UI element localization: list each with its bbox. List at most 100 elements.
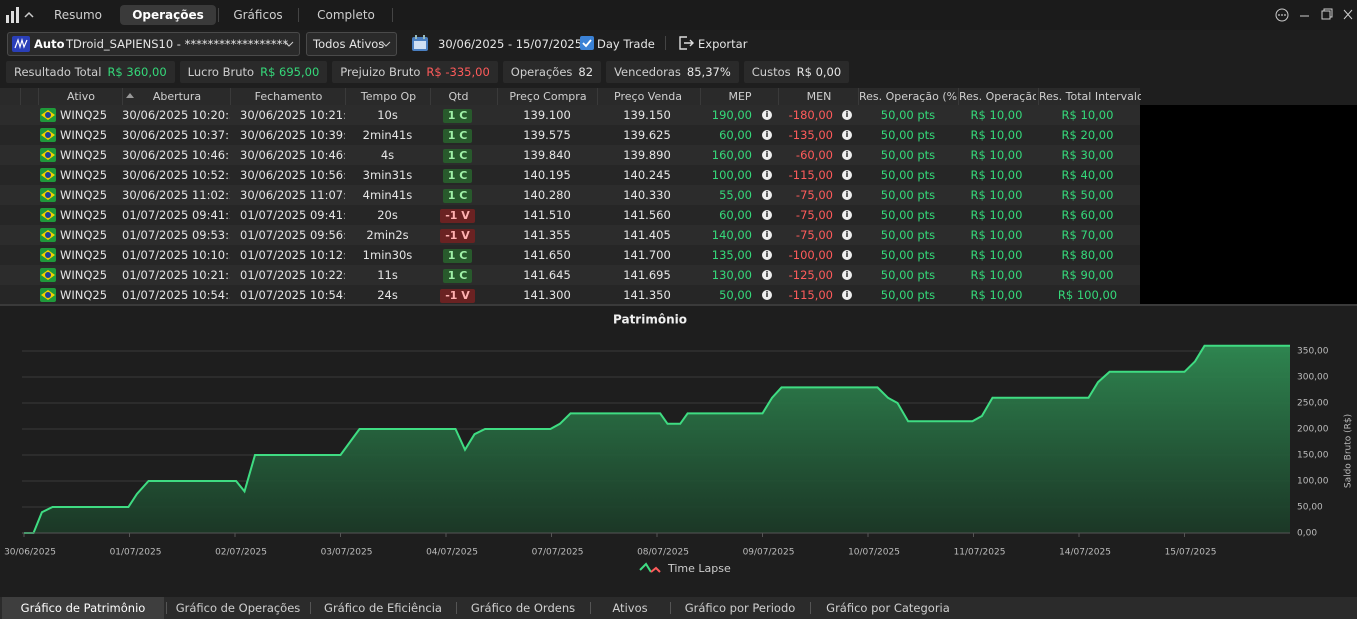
- bottom-tab[interactable]: Gráfico de Ordens: [470, 601, 576, 615]
- area-fill: [24, 345, 1290, 533]
- table-cell: R$ 10,00: [970, 228, 1023, 242]
- flag-icon: [40, 248, 56, 262]
- table-cell: 141.695: [623, 268, 671, 282]
- table-cell: 141.355: [523, 228, 571, 242]
- column-header: Res. Total Intervalo I: [1038, 88, 1141, 105]
- table-cell: 01/07/2025 10:12:05: [240, 248, 345, 262]
- export-label[interactable]: Exportar: [698, 37, 748, 51]
- x-tick-label: 30/06/2025: [4, 548, 56, 558]
- bottom-tab[interactable]: Gráfico de Eficiência: [324, 601, 442, 615]
- date-range[interactable]: 30/06/2025 - 15/07/2025: [438, 37, 583, 51]
- qty-badge: -1 V: [440, 289, 475, 303]
- header-cell: [0, 88, 21, 105]
- bottom-tab-active[interactable]: Gráfico de Patrimônio: [2, 597, 164, 619]
- table-cell: 130,00: [711, 268, 752, 282]
- table-cell: 01/07/2025 09:41:49: [240, 208, 345, 222]
- day-trade-label[interactable]: Day Trade: [597, 37, 655, 51]
- table-cell: 50,00 pts: [880, 188, 936, 202]
- table-cell: 160,00: [711, 148, 752, 162]
- separator: [310, 602, 311, 614]
- table-row: WINQ25 01/07/2025 10:10:34 01/07/2025 10:1…: [0, 245, 1140, 265]
- y-tick-label: 150,00: [1297, 451, 1329, 461]
- robot-selector[interactable]: Auto TDroid_SAPIENS10 - ****************…: [7, 32, 300, 56]
- window-controls[interactable]: [1272, 6, 1356, 24]
- flag-icon: [40, 228, 56, 242]
- info-icon: i: [762, 110, 772, 120]
- qty-badge: 1 C: [442, 149, 473, 163]
- bottom-tab[interactable]: Gráfico por Categoria: [826, 601, 950, 615]
- info-icon: i: [842, 130, 852, 140]
- table-cell: 01/07/2025 09:53:59: [122, 228, 230, 242]
- account-label: Auto: [34, 37, 65, 51]
- column-header: Ativo: [38, 88, 123, 105]
- table-cell: 139.890: [623, 148, 671, 162]
- info-icon: i: [762, 250, 772, 260]
- export-icon[interactable]: [678, 35, 694, 51]
- info-icon: i: [762, 130, 772, 140]
- separator: [166, 602, 167, 614]
- table-cell: 50,00 pts: [880, 168, 936, 182]
- info-icon: i: [842, 110, 852, 120]
- info-icon: i: [842, 250, 852, 260]
- table-cell: 50,00 pts: [880, 288, 936, 302]
- table-row: WINQ25 30/06/2025 10:37:13 30/06/2025 10:3…: [0, 125, 1140, 145]
- tab[interactable]: Completo: [317, 8, 375, 22]
- tab[interactable]: Gráficos: [233, 8, 283, 22]
- bottom-tab[interactable]: Gráfico por Periodo: [684, 601, 796, 615]
- filter-label: Todos Ativos: [313, 37, 385, 51]
- table-cell: 30/06/2025 10:46:22: [240, 148, 345, 162]
- qty-badge: -1 V: [440, 209, 475, 223]
- table-cell: 140,00: [711, 228, 752, 242]
- column-header: Fechamento: [230, 88, 346, 105]
- table-cell: 24s: [377, 288, 398, 302]
- bottom-tab[interactable]: Gráfico de Operações: [175, 601, 301, 615]
- column-header: Res. Operação: [958, 88, 1036, 105]
- table-cell: 01/07/2025 10:21:51: [122, 268, 230, 282]
- column-header: Res. Operação (%): [858, 88, 959, 105]
- table-cell: 30/06/2025 10:52:33: [122, 168, 230, 182]
- summary-value: R$ -335,00: [426, 65, 490, 79]
- bottom-tab[interactable]: Ativos: [612, 601, 648, 615]
- sort-arrow: [126, 93, 134, 98]
- table-cell: 50,00 pts: [880, 228, 936, 242]
- info-icon: i: [842, 230, 852, 240]
- table-cell: R$ 10,00: [970, 108, 1023, 122]
- summary-label: Prejuizo Bruto: [340, 65, 421, 79]
- table-empty-area: [1140, 105, 1357, 305]
- table-cell: 141.405: [623, 228, 671, 242]
- table-cell: R$ 10,00: [970, 288, 1023, 302]
- summary-value: R$ 695,00: [260, 65, 320, 79]
- calendar-icon[interactable]: [411, 34, 429, 52]
- legend-icon: [650, 566, 661, 573]
- qty-badge: 1 C: [442, 189, 473, 203]
- checkbox[interactable]: [580, 36, 594, 50]
- column-header: Preço Venda: [597, 88, 698, 105]
- table-cell: R$ 100,00: [1057, 288, 1118, 302]
- separator: [670, 602, 671, 614]
- table-row: WINQ25 01/07/2025 09:53:59 01/07/2025 09:5…: [0, 225, 1140, 245]
- summary-label: Lucro Bruto: [187, 65, 255, 79]
- table-cell: WINQ25: [60, 168, 108, 182]
- table-cell: 30/06/2025 10:37:13: [122, 128, 230, 142]
- flag-icon: [40, 108, 56, 122]
- table-cell: 30/06/2025 11:07:11: [240, 188, 345, 202]
- table-cell: 11s: [377, 268, 398, 282]
- table-cell: R$ 20,00: [1061, 128, 1114, 142]
- table-cell: 140.245: [623, 168, 671, 182]
- qty-cell: 1 C: [430, 265, 485, 285]
- table-cell: 141.645: [523, 268, 571, 282]
- tab[interactable]: Resumo: [53, 8, 103, 22]
- tab-active[interactable]: Operações: [120, 5, 216, 25]
- table-cell: 141.650: [523, 248, 571, 262]
- table-cell: R$ 40,00: [1061, 168, 1114, 182]
- table-cell: 139.150: [623, 108, 671, 122]
- separator: [810, 602, 811, 614]
- table-cell: R$ 50,00: [1061, 188, 1114, 202]
- qty-badge: 1 C: [442, 269, 473, 283]
- x-tick-label: 15/07/2025: [1165, 548, 1217, 558]
- flag-icon: [40, 268, 56, 282]
- info-icon: i: [762, 190, 772, 200]
- table-cell: WINQ25: [60, 128, 108, 142]
- asset-filter[interactable]: Todos Ativos: [306, 32, 397, 56]
- table-cell: 141.510: [523, 208, 571, 222]
